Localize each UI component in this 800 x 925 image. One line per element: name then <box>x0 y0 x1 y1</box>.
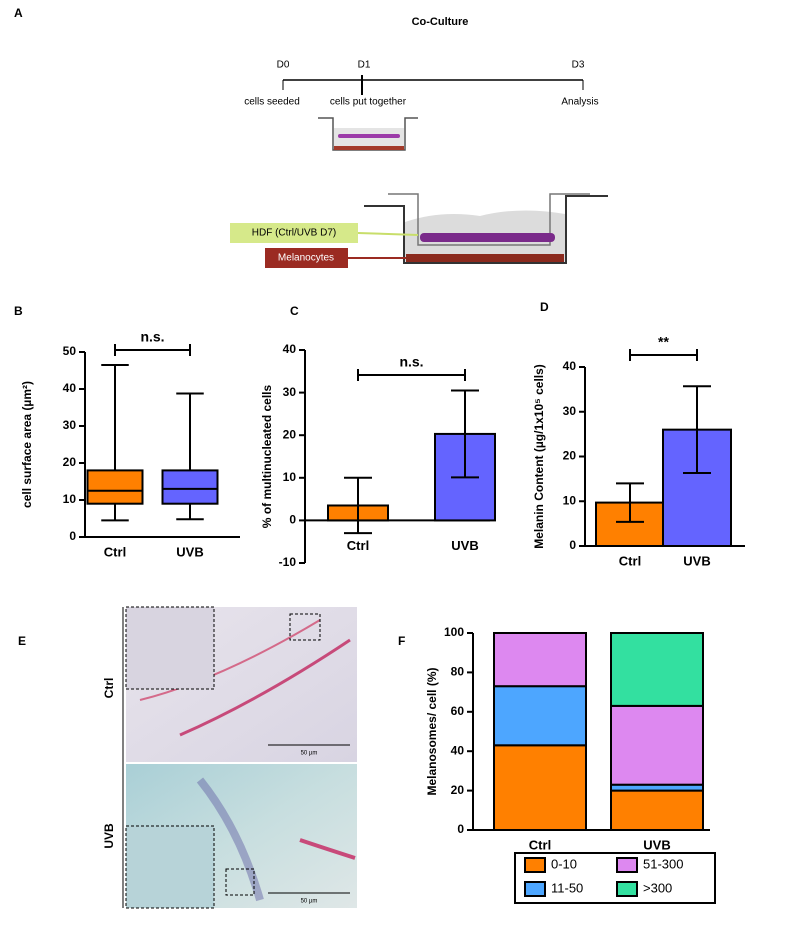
legend-swatch <box>524 881 546 897</box>
y-tick-label: 40 <box>283 342 297 356</box>
x-tick-label: UVB <box>176 544 203 559</box>
bar-segment <box>493 685 587 747</box>
legend-swatch <box>524 857 546 873</box>
legend-swatch <box>616 857 638 873</box>
cell <box>179 638 351 737</box>
y-tick-label: 0 <box>289 513 296 527</box>
panel-label: C <box>290 304 299 318</box>
legend-label: 0-10 <box>551 856 577 871</box>
significance: n.s. <box>399 354 423 370</box>
y-tick-label: 100 <box>444 625 464 639</box>
significance: n.s. <box>140 329 164 345</box>
row-label: UVB <box>102 823 116 849</box>
panel-label: F <box>398 634 405 648</box>
scale-label: 50 µm <box>301 899 318 905</box>
zoom-box <box>289 613 321 641</box>
legend-label: 51-300 <box>643 856 683 871</box>
cell <box>139 619 321 701</box>
x-tick-label: UVB <box>643 837 670 852</box>
legend-swatch <box>616 881 638 897</box>
y-tick-label: 10 <box>63 492 77 506</box>
cell <box>299 838 356 860</box>
bar-segment <box>610 632 704 707</box>
panel-label: E <box>18 634 26 648</box>
label-box <box>230 223 358 243</box>
y-tick-label: 30 <box>63 418 77 432</box>
label-box <box>265 248 348 268</box>
melanocyte-layer <box>406 254 564 262</box>
bar-segment <box>610 704 704 786</box>
row-label: Ctrl <box>102 678 116 699</box>
step: cells put together <box>330 97 407 108</box>
zoom-box <box>225 868 255 896</box>
panel-label: D <box>540 300 549 314</box>
y-tick-label: 80 <box>451 665 465 679</box>
y-tick-label: 50 <box>63 344 77 358</box>
bar-segment <box>493 632 587 688</box>
panel-e: 50 µm 50 µm Ctrl UVB <box>102 606 357 909</box>
x-tick-label: UVB <box>683 553 710 568</box>
layer-label: Melanocytes <box>278 253 334 264</box>
day: D1 <box>358 60 371 71</box>
inset <box>125 606 215 690</box>
x-tick-label: UVB <box>451 538 478 553</box>
inset <box>125 825 215 909</box>
melanocyte-layer <box>334 146 404 150</box>
day: D3 <box>572 60 585 71</box>
x-tick-label: Ctrl <box>347 538 369 553</box>
y-tick-label: 20 <box>451 783 465 797</box>
x-tick-label: Ctrl <box>619 553 641 568</box>
y-tick-label: 30 <box>563 404 577 418</box>
y-tick-label: -10 <box>279 555 297 569</box>
y-axis-label: cell surface area (µm²) <box>20 381 34 508</box>
legend-label: >300 <box>643 880 672 895</box>
y-tick-label: 10 <box>563 493 577 507</box>
step: Analysis <box>561 97 598 108</box>
y-tick-label: 20 <box>63 455 77 469</box>
y-tick-label: 0 <box>457 822 464 836</box>
step: cells seeded <box>244 97 300 108</box>
y-tick-label: 10 <box>283 470 297 484</box>
x-tick-label: Ctrl <box>104 544 126 559</box>
significance: ** <box>658 334 669 350</box>
y-tick-label: 0 <box>569 538 576 552</box>
bar-segment <box>610 789 704 831</box>
y-tick-label: 40 <box>63 381 77 395</box>
x-tick-label: Ctrl <box>529 837 551 852</box>
hdf-layer <box>420 233 555 242</box>
diagram-title: Co-Culture <box>412 16 469 28</box>
well <box>364 195 608 264</box>
insert <box>388 193 590 246</box>
legend <box>514 852 716 904</box>
y-tick-label: 40 <box>563 359 577 373</box>
layer-label: HDF (Ctrl/UVB D7) <box>252 228 336 239</box>
y-tick-label: 30 <box>283 385 297 399</box>
hdf-layer <box>338 134 400 138</box>
y-tick-label: 20 <box>283 427 297 441</box>
box <box>161 469 219 505</box>
y-axis-label: Melanin Content (µg/1x10⁵ cells) <box>532 364 546 549</box>
y-axis-label: % of multinucleated cells <box>260 384 274 528</box>
cell <box>196 777 264 902</box>
y-tick-label: 0 <box>69 529 76 543</box>
y-tick-label: 60 <box>451 704 465 718</box>
y-tick-label: 40 <box>451 743 465 757</box>
arrow <box>357 232 419 236</box>
box <box>86 469 144 505</box>
panel-label: B <box>14 304 23 318</box>
panel-label: A <box>14 6 23 20</box>
y-tick-label: 20 <box>563 449 577 463</box>
scale-label: 50 µm <box>301 751 318 757</box>
panel-a: Co-Culture D0 D1 D3 cells seeded cells p… <box>230 16 608 268</box>
y-axis-label: Melanosomes/ cell (%) <box>425 667 439 795</box>
legend-label: 11-50 <box>551 880 583 895</box>
day: D0 <box>277 60 290 71</box>
bar-segment <box>493 744 587 831</box>
